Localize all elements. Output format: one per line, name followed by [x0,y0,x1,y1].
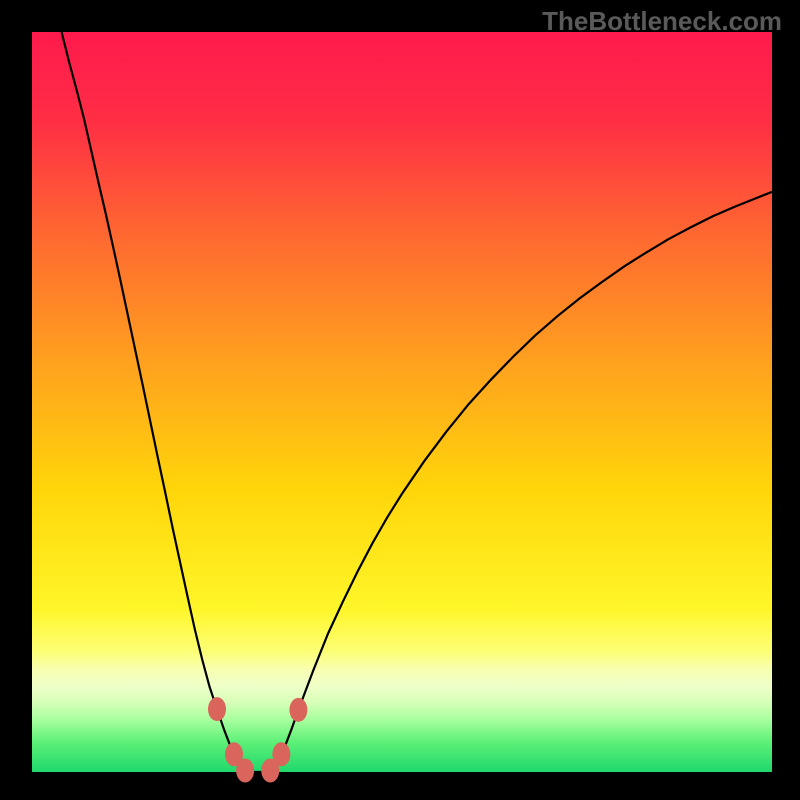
curve-marker [236,759,254,783]
marker-group [208,697,307,782]
curve-marker [261,759,279,783]
chart-svg [0,0,800,800]
curve-marker [289,698,307,722]
chart-frame: TheBottleneck.com [0,0,800,800]
bottleneck-curve [62,32,772,772]
curve-marker [208,697,226,721]
